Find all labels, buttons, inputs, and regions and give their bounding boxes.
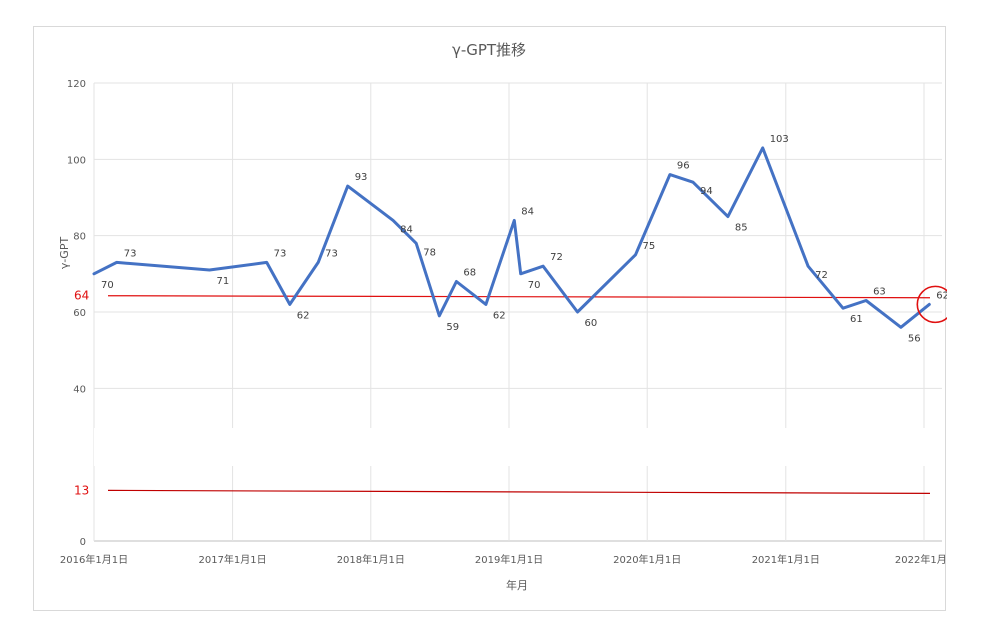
data-label: 62 <box>493 310 506 321</box>
x-tick-label: 2019年1月1日 <box>475 553 543 566</box>
series-line <box>92 146 931 329</box>
x-tick-label: 2018年1月1日 <box>337 553 405 566</box>
data-labels: 70 73 71 73 62 73 93 84 78 59 68 62 84 70 72 60 75 96 94 85… <box>101 134 947 344</box>
data-label: 56 <box>908 333 921 344</box>
x-tick-label: 2017年1月1日 <box>198 553 266 566</box>
reference-label-13: 13 <box>74 483 89 497</box>
line-chart: γ-GPT推移 64 13 0 40 60 80 100 120 2016年1月1日 2017… <box>58 41 947 592</box>
y-tick-label: 0 <box>80 537 86 548</box>
reference-line-64 <box>107 295 931 299</box>
axis-break <box>94 428 942 466</box>
highlight-circle <box>916 285 947 324</box>
data-label: 75 <box>642 241 655 252</box>
grid <box>93 82 942 542</box>
reference-label-64: 64 <box>74 289 89 303</box>
y-tick-label: 80 <box>73 232 86 243</box>
chart-title: γ-GPT推移 <box>452 41 526 59</box>
data-label: 72 <box>815 270 828 281</box>
data-label: 71 <box>216 276 229 287</box>
data-label: 63 <box>873 287 886 298</box>
reference-line-13 <box>107 489 931 494</box>
chart-frame: γ-GPT推移 64 13 0 40 60 80 100 120 2016年1月1日 2017… <box>33 26 947 611</box>
data-label: 72 <box>550 252 563 263</box>
reference-lines: 64 13 <box>74 289 931 497</box>
x-tick-label: 2021年1月1日 <box>752 553 820 566</box>
data-label: 61 <box>850 314 863 325</box>
y-tick-label: 120 <box>67 79 86 90</box>
data-label: 84 <box>400 224 413 235</box>
data-label: 68 <box>463 267 476 278</box>
data-label: 93 <box>355 172 368 183</box>
data-label: 73 <box>274 248 287 259</box>
data-label: 78 <box>423 247 436 258</box>
y-tick-label: 40 <box>73 384 86 395</box>
data-label: 94 <box>700 186 713 197</box>
data-label: 73 <box>124 248 137 259</box>
data-label: 59 <box>446 322 459 333</box>
y-tick-labels: 0 40 60 80 100 120 <box>67 79 86 548</box>
data-label: 60 <box>585 318 598 329</box>
data-label: 85 <box>735 223 748 234</box>
x-tick-label: 2020年1月1日 <box>613 553 681 566</box>
data-label: 73 <box>325 248 338 259</box>
y-axis-title: γ-GPT <box>58 237 71 270</box>
x-tick-labels: 2016年1月1日 2017年1月1日 2018年1月1日 2019年1月1日 2020… <box>60 553 947 566</box>
highlight-marker <box>916 285 947 324</box>
data-label: 96 <box>677 161 690 172</box>
data-label: 62 <box>297 310 310 321</box>
data-label: 70 <box>528 280 541 291</box>
y-tick-label: 100 <box>67 155 86 166</box>
y-tick-label: 60 <box>73 308 86 319</box>
data-label: 62 <box>936 290 947 301</box>
series-polyline <box>92 146 931 329</box>
data-label: 103 <box>770 134 789 145</box>
x-tick-label: 2016年1月1日 <box>60 553 128 566</box>
x-axis-title: 年月 <box>506 578 528 592</box>
x-tick-label: 2022年1月1 <box>895 553 947 566</box>
data-label: 84 <box>521 206 534 217</box>
data-label: 70 <box>101 280 114 291</box>
